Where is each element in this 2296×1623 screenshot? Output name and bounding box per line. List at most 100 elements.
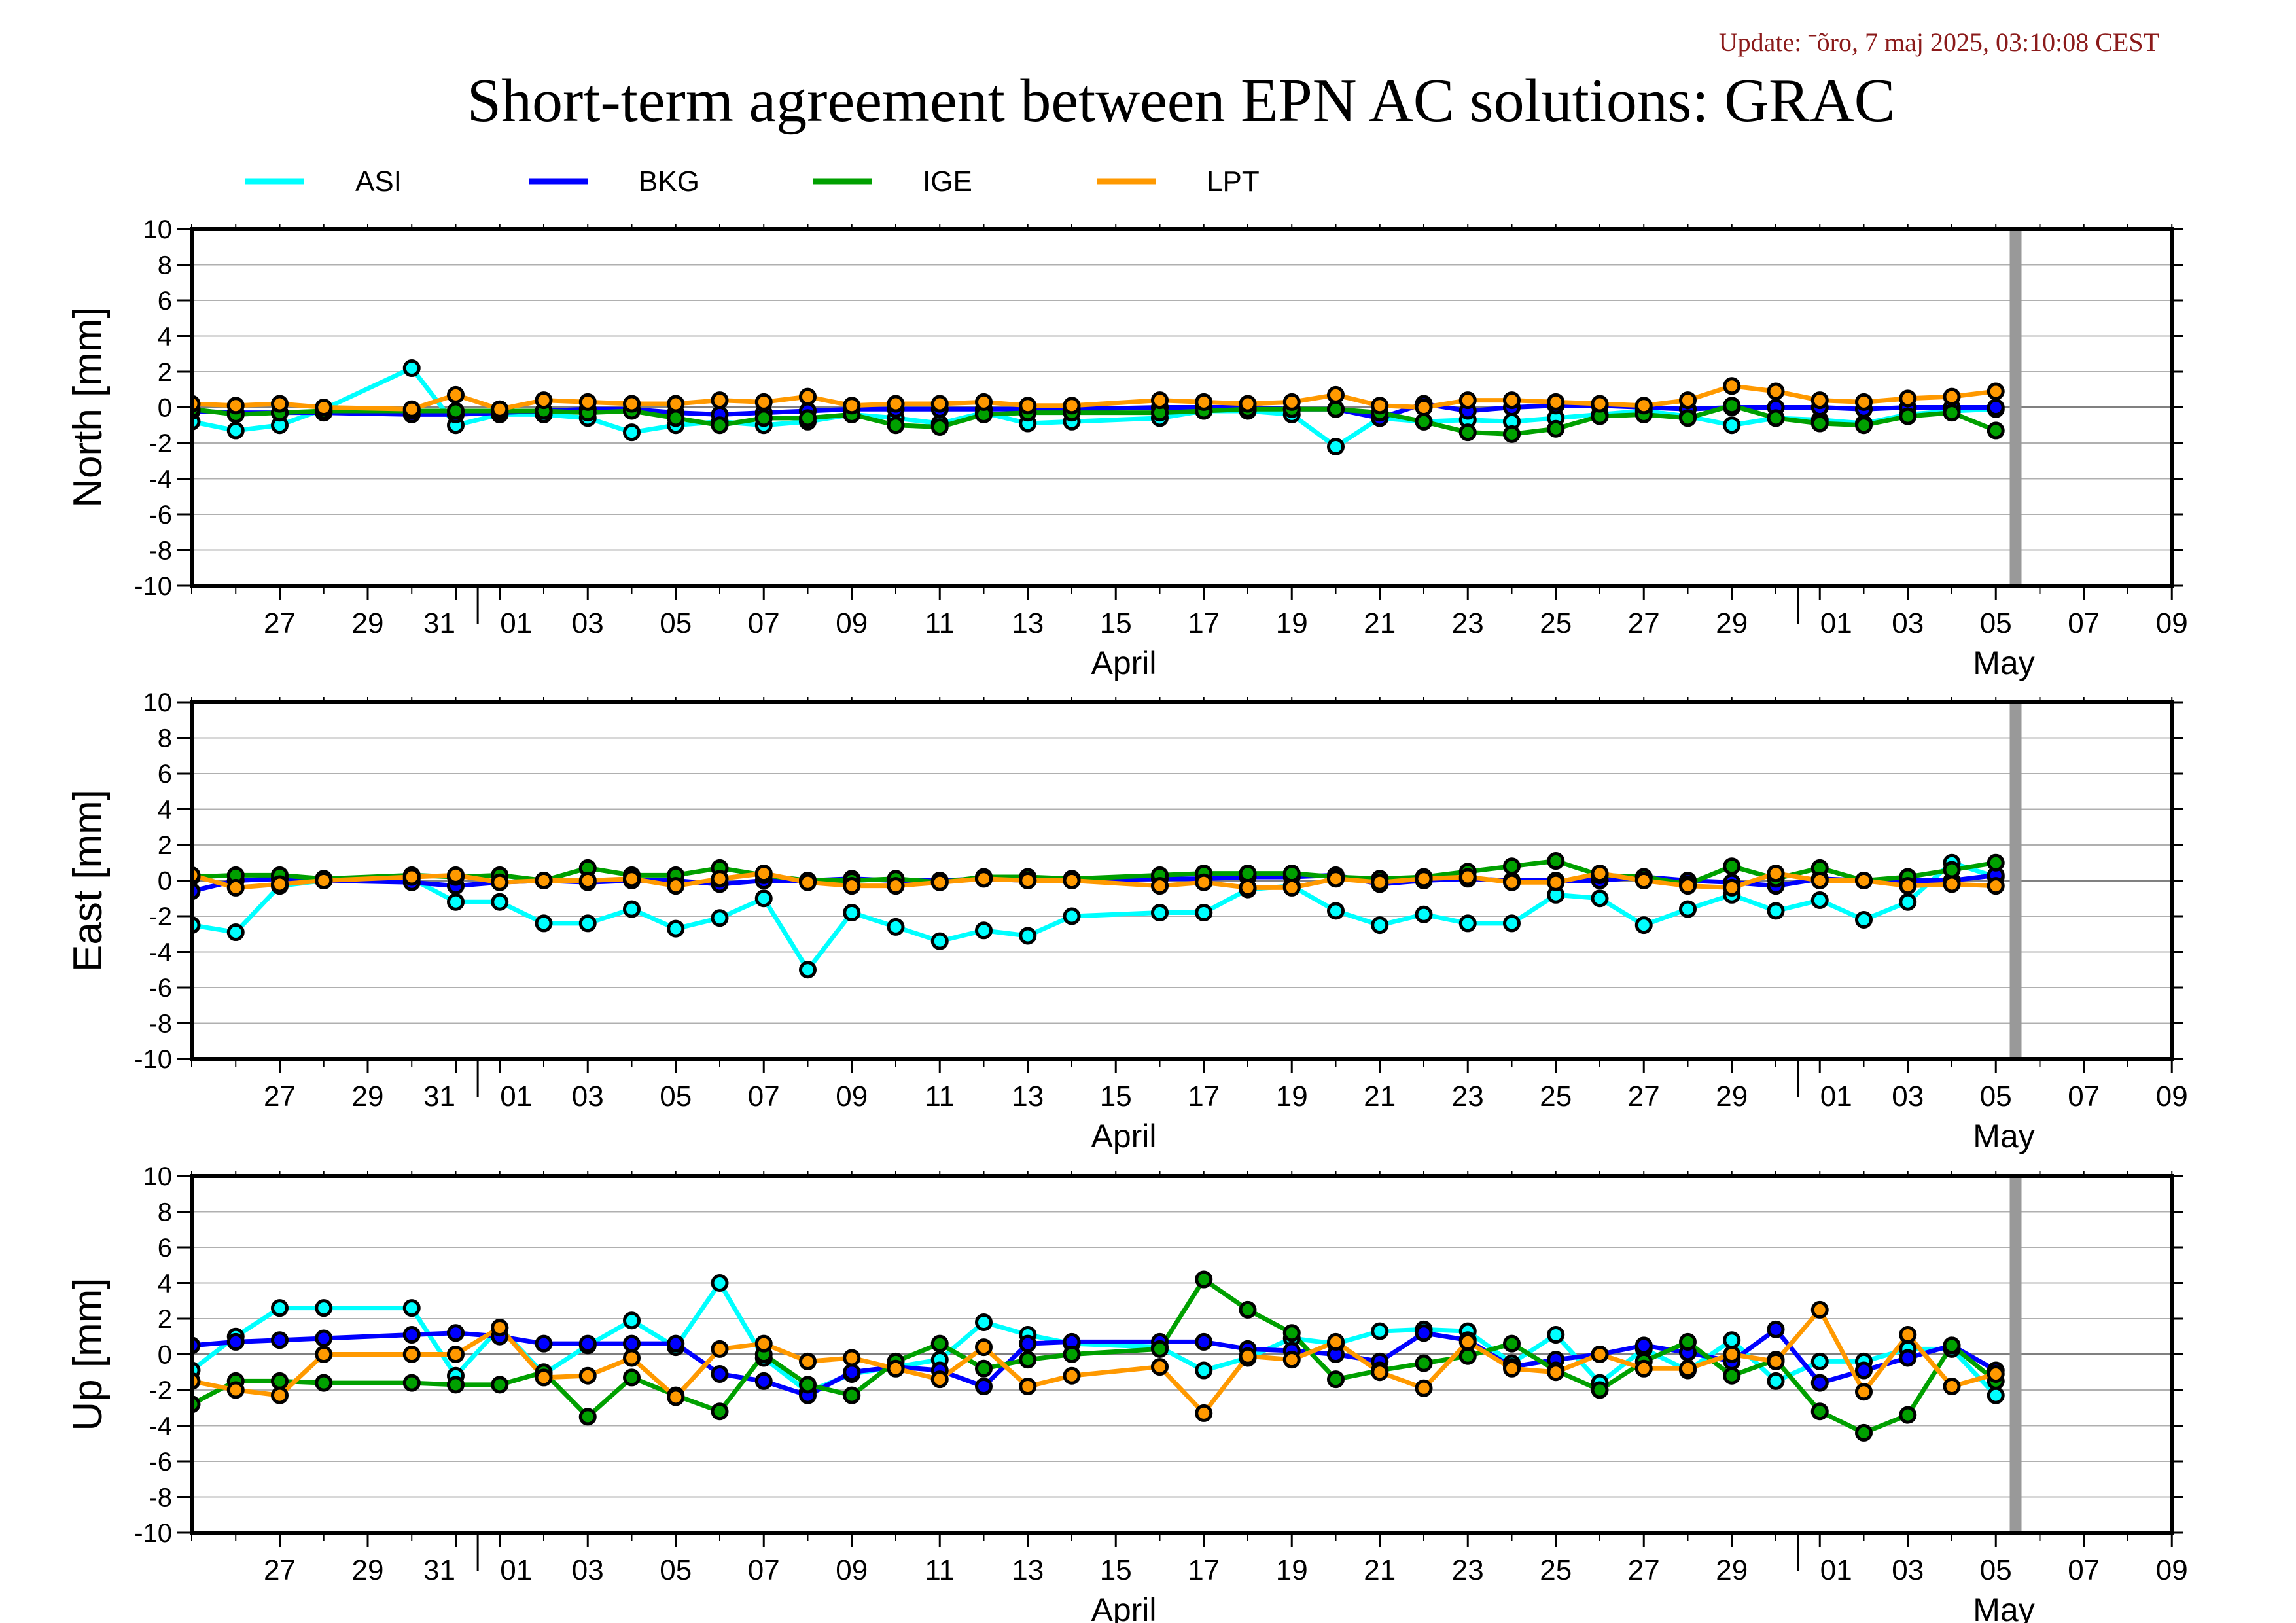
data-point-asi <box>402 359 421 378</box>
x-tick-label: 27 <box>264 607 296 639</box>
x-tick-label: 03 <box>1892 1080 1924 1113</box>
x-tick-label: 01 <box>500 607 532 639</box>
data-point-asi <box>1327 902 1345 920</box>
x-tick-label: 23 <box>1452 1554 1484 1586</box>
data-point-lpt <box>271 1386 289 1404</box>
data-point-ige <box>623 1368 641 1387</box>
chart-title: Short-term agreement between EPN AC solu… <box>467 67 1896 135</box>
data-point-asi <box>271 1299 289 1317</box>
data-point-lpt <box>1371 1363 1389 1382</box>
data-point-ige <box>1943 404 1961 422</box>
data-point-ige <box>1458 1347 1477 1365</box>
data-point-asi <box>799 961 817 979</box>
data-point-lpt <box>1547 873 1565 891</box>
data-point-asi <box>1767 1372 1785 1390</box>
y-tick-label: 6 <box>158 760 172 789</box>
data-point-lpt <box>1371 397 1389 415</box>
data-point-lpt <box>1679 391 1697 410</box>
plot-frame <box>190 227 2174 588</box>
data-point-ige <box>1458 423 1477 442</box>
month-label: May <box>1973 645 2034 681</box>
x-tick-label: 27 <box>1628 607 1660 639</box>
x-tick-label: 07 <box>2068 1080 2100 1113</box>
legend-label-lpt: LPT <box>1207 166 1260 198</box>
data-point-ige <box>1151 1340 1169 1358</box>
y-tick-label: 10 <box>143 1162 173 1191</box>
data-point-lpt <box>1591 395 1609 413</box>
data-point-lpt <box>1151 877 1169 895</box>
data-point-ige <box>1327 400 1345 418</box>
data-point-asi <box>1987 1386 2005 1404</box>
y-tick-label: 6 <box>158 287 172 315</box>
data-point-ige <box>1810 1402 1829 1421</box>
data-point-lpt <box>1239 1347 1257 1365</box>
x-tick-label: 17 <box>1188 607 1220 639</box>
x-tick-label: 03 <box>572 1080 604 1113</box>
data-point-lpt <box>1063 397 1081 415</box>
x-tick-label: 29 <box>352 1080 384 1113</box>
data-point-ige <box>1591 1381 1609 1399</box>
x-tick-label: 31 <box>423 1080 455 1113</box>
data-point-lpt <box>1943 875 1961 893</box>
month-label: April <box>1091 645 1156 681</box>
x-tick-label: 27 <box>264 1554 296 1586</box>
data-point-lpt <box>1855 1383 1873 1401</box>
data-point-lpt <box>1282 1351 1301 1369</box>
data-point-bkg <box>843 1363 861 1382</box>
data-point-ige <box>1327 1370 1345 1389</box>
data-point-asi <box>402 1299 421 1317</box>
data-point-lpt <box>1195 393 1213 411</box>
month-label: May <box>1973 1118 2034 1154</box>
data-point-lpt <box>1810 872 1829 889</box>
data-point-asi <box>1063 907 1081 925</box>
data-point-ige <box>843 1386 861 1404</box>
y-tick-label: 4 <box>158 323 172 351</box>
data-point-lpt <box>623 395 641 413</box>
x-tick-label: 01 <box>500 1554 532 1586</box>
data-point-lpt <box>1458 868 1477 886</box>
data-point-lpt <box>1810 1300 1829 1319</box>
x-tick-label: 23 <box>1452 607 1484 639</box>
data-point-lpt <box>1634 1359 1653 1378</box>
y-tick-label: 6 <box>158 1234 172 1262</box>
data-point-lpt <box>754 1334 773 1353</box>
x-tick-label: 29 <box>1716 1080 1748 1113</box>
y-tick-label: 0 <box>158 394 172 423</box>
data-point-lpt <box>1458 1332 1477 1351</box>
data-point-bkg <box>1810 1374 1829 1392</box>
data-point-bkg <box>578 1334 597 1353</box>
data-point-lpt <box>1723 377 1741 395</box>
series-group <box>192 359 2005 455</box>
data-point-lpt <box>1151 391 1169 410</box>
x-tick-label: 29 <box>352 1554 384 1586</box>
data-point-lpt <box>623 1349 641 1367</box>
data-point-ige <box>491 1376 509 1394</box>
x-tick-label: 17 <box>1188 1080 1220 1113</box>
data-point-lpt <box>1327 870 1345 888</box>
data-point-asi <box>1415 905 1433 923</box>
data-point-lpt <box>1327 1332 1345 1351</box>
y-tick-label: 8 <box>158 724 172 753</box>
x-tick-label: 31 <box>423 1554 455 1586</box>
data-point-lpt <box>1547 1363 1565 1382</box>
data-point-asi <box>1151 904 1169 922</box>
data-point-ige <box>1239 865 1257 883</box>
data-point-ige <box>711 416 729 435</box>
data-point-asi <box>1458 914 1477 933</box>
data-point-asi <box>711 909 729 927</box>
data-point-lpt <box>491 400 509 418</box>
data-point-ige <box>1767 409 1785 427</box>
data-point-asi <box>975 921 993 940</box>
data-point-lpt <box>578 1366 597 1385</box>
data-point-lpt <box>1063 872 1081 889</box>
data-point-lpt <box>843 877 861 895</box>
data-point-lpt <box>887 395 905 413</box>
data-point-ige <box>667 409 685 427</box>
legend-label-asi: ASI <box>355 166 402 198</box>
data-point-lpt <box>535 391 553 410</box>
data-point-bkg <box>754 1372 773 1390</box>
series-group <box>192 852 2005 979</box>
x-tick-label: 25 <box>1540 1080 1572 1113</box>
data-point-asi <box>1503 914 1521 933</box>
plot-frame <box>190 700 2174 1061</box>
